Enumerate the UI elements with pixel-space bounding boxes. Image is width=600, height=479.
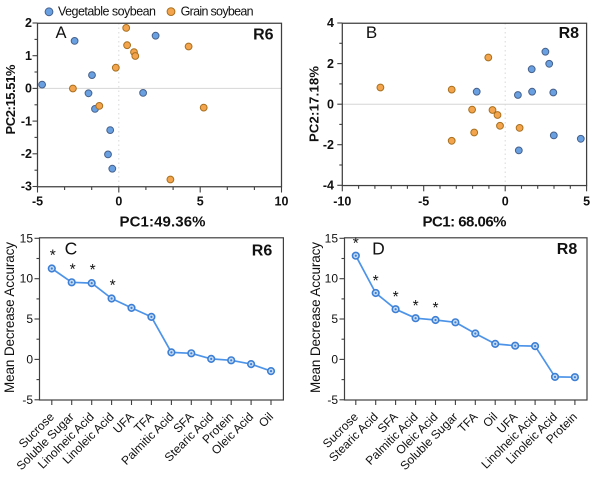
svg-text:15: 15	[325, 231, 339, 245]
svg-text:-2: -2	[323, 138, 334, 152]
svg-text:D: D	[372, 239, 385, 259]
svg-text:R6: R6	[252, 243, 273, 260]
svg-text:-4: -4	[323, 179, 334, 193]
svg-text:10: 10	[325, 272, 339, 286]
svg-text:0: 0	[327, 97, 334, 111]
svg-text:-5: -5	[418, 195, 429, 209]
svg-text:Mean Decrease Accuracy: Mean Decrease Accuracy	[2, 242, 17, 393]
svg-text:*: *	[90, 262, 96, 279]
svg-text:R8: R8	[557, 241, 578, 258]
svg-text:0: 0	[25, 82, 32, 96]
svg-text:PC2:15.51%: PC2:15.51%	[3, 64, 18, 134]
svg-text:4: 4	[327, 16, 334, 30]
svg-text:15: 15	[20, 231, 34, 245]
svg-text:0: 0	[26, 352, 33, 366]
svg-text:*: *	[70, 261, 76, 278]
svg-text:PC1:49.36%: PC1:49.36%	[120, 214, 206, 231]
svg-text:-5: -5	[22, 393, 33, 407]
svg-text:Grain soybean: Grain soybean	[181, 5, 254, 19]
svg-text:0: 0	[502, 195, 509, 209]
svg-text:*: *	[353, 236, 359, 253]
svg-text:-3: -3	[21, 180, 32, 194]
svg-text:A: A	[55, 24, 66, 42]
svg-text:Vegetable soybean: Vegetable soybean	[58, 5, 156, 19]
svg-text:R6: R6	[253, 26, 274, 43]
svg-text:*: *	[373, 273, 379, 290]
svg-text:-5: -5	[327, 393, 338, 407]
svg-text:2: 2	[327, 57, 334, 71]
svg-text:5: 5	[331, 312, 338, 326]
svg-text:*: *	[393, 289, 399, 306]
svg-text:10: 10	[275, 195, 289, 209]
svg-text:2: 2	[25, 16, 32, 30]
svg-text:PC1: 68.06%: PC1: 68.06%	[423, 214, 507, 231]
svg-text:0: 0	[331, 352, 338, 366]
svg-text:-10: -10	[333, 195, 351, 209]
svg-text:1: 1	[25, 49, 32, 63]
svg-text:10: 10	[20, 272, 34, 286]
svg-text:5: 5	[26, 312, 33, 326]
svg-text:-1: -1	[21, 114, 32, 128]
svg-text:0: 0	[115, 195, 122, 209]
svg-text:*: *	[413, 298, 419, 315]
svg-text:*: *	[432, 300, 438, 317]
svg-text:*: *	[50, 248, 56, 265]
svg-text:B: B	[366, 23, 377, 42]
svg-text:R8: R8	[559, 25, 580, 42]
svg-text:5: 5	[583, 195, 590, 209]
svg-text:Mean Decrease Accuracy: Mean Decrease Accuracy	[308, 242, 323, 393]
svg-text:C: C	[65, 239, 78, 259]
svg-text:PC2:17.18%: PC2:17.18%	[307, 66, 322, 142]
svg-text:*: *	[110, 278, 116, 295]
svg-text:-2: -2	[21, 147, 32, 161]
svg-text:5: 5	[197, 195, 204, 209]
svg-text:-5: -5	[32, 195, 43, 209]
